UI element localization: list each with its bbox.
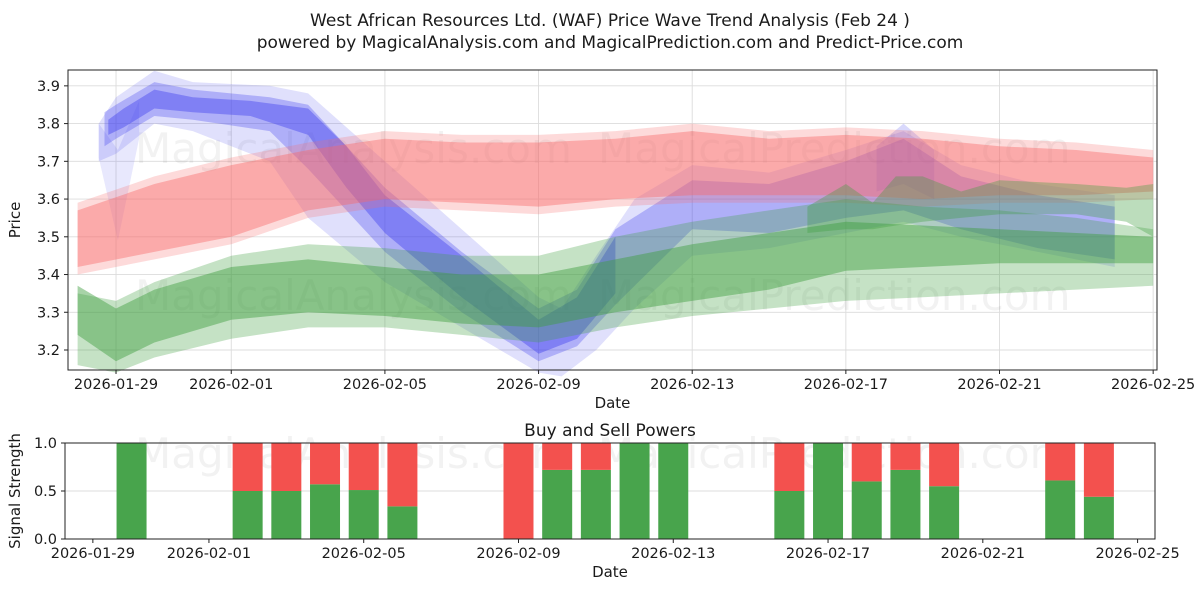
x-tick-label: 2026-02-21 bbox=[957, 377, 1041, 393]
green-band-core bbox=[77, 221, 1154, 362]
bar-sell bbox=[348, 443, 379, 491]
blue-wave-flare bbox=[98, 100, 140, 241]
x-tick-label: 2026-02-17 bbox=[786, 546, 870, 562]
x-tick-label: 2026-01-29 bbox=[51, 546, 135, 562]
watermark-analysis: MagicalAnalysis.com bbox=[135, 124, 572, 173]
blue-wave-core bbox=[108, 89, 616, 354]
y-tick-label: 3.9 bbox=[37, 79, 60, 95]
bar-buy bbox=[580, 469, 611, 539]
bar-buy bbox=[658, 443, 689, 539]
bar-buy bbox=[1045, 480, 1076, 539]
y-tick-label: 3.8 bbox=[37, 117, 60, 133]
gridlines bbox=[68, 70, 1157, 370]
signal-chart-title: Buy and Sell Powers bbox=[524, 421, 696, 441]
bar-sell bbox=[271, 443, 302, 491]
x-tick-label: 2026-02-25 bbox=[1095, 546, 1179, 562]
watermark-analysis: MagicalAnalysis.com bbox=[135, 271, 572, 320]
watermark-prediction: MagicalPrediction.com bbox=[598, 124, 1071, 173]
page-subtitle: powered by MagicalAnalysis.com and Magic… bbox=[257, 33, 964, 53]
bar-buy bbox=[387, 506, 418, 539]
y-axis-label: Price bbox=[6, 202, 24, 239]
bar-sell bbox=[1083, 443, 1114, 497]
x-tick-label: 2026-02-17 bbox=[804, 377, 888, 393]
x-tick-label: 2026-02-09 bbox=[496, 377, 580, 393]
y-tick-label: 3.5 bbox=[37, 230, 60, 246]
y-tick-label: 3.7 bbox=[37, 154, 60, 170]
bar-sell bbox=[890, 443, 921, 470]
blue-wave-outer bbox=[98, 70, 1115, 377]
x-axis-label: Date bbox=[592, 563, 628, 581]
bar-buy bbox=[348, 490, 379, 539]
x-tick-label: 2026-02-13 bbox=[650, 377, 734, 393]
green-band-outer bbox=[77, 199, 1154, 373]
bar-sell bbox=[929, 443, 960, 487]
signal-chart: MagicalAnalysis.comMagicalPrediction.com… bbox=[6, 421, 1180, 581]
y-tick-label: 0.0 bbox=[34, 532, 57, 548]
x-tick-label: 2026-02-01 bbox=[167, 546, 251, 562]
bar-buy bbox=[116, 443, 147, 539]
bar-buy bbox=[310, 484, 341, 539]
bar-sell bbox=[232, 443, 263, 491]
bar-sell bbox=[774, 443, 805, 491]
x-axis-label: Date bbox=[595, 394, 631, 412]
bar-sell bbox=[580, 443, 611, 470]
y-tick-label: 3.3 bbox=[37, 305, 60, 321]
x-tick-label: 2026-02-05 bbox=[343, 377, 427, 393]
page-title: West African Resources Ltd. (WAF) Price … bbox=[310, 11, 910, 31]
bar-buy bbox=[929, 486, 960, 539]
x-tick-label: 2026-02-13 bbox=[631, 546, 715, 562]
bar-sell bbox=[851, 443, 882, 482]
bar-buy bbox=[271, 491, 302, 539]
bar-buy bbox=[542, 469, 573, 539]
y-tick-label: 0.5 bbox=[34, 484, 57, 500]
green-band-upper bbox=[807, 176, 1154, 237]
plot-border bbox=[67, 69, 1158, 371]
y-tick-label: 1.0 bbox=[34, 436, 57, 452]
bar-buy bbox=[774, 491, 805, 539]
bar-buy bbox=[851, 481, 882, 539]
bar-sell bbox=[1045, 443, 1076, 481]
watermark-prediction: MagicalPrediction.com bbox=[598, 271, 1071, 320]
bar-sell bbox=[542, 443, 573, 470]
x-tick-label: 2026-02-09 bbox=[476, 546, 560, 562]
x-tick-label: 2026-01-29 bbox=[74, 377, 158, 393]
price-chart: MagicalAnalysis.com MagicalPrediction.com… bbox=[6, 69, 1195, 412]
bar-buy bbox=[619, 443, 650, 539]
blue-wave-mid bbox=[104, 82, 1115, 362]
y-tick-label: 3.6 bbox=[37, 192, 60, 208]
blue-wave-bump bbox=[876, 123, 935, 200]
y-tick-label: 3.2 bbox=[37, 343, 60, 359]
x-tick-label: 2026-02-01 bbox=[189, 377, 273, 393]
bar-buy bbox=[890, 469, 921, 539]
bar-buy bbox=[813, 443, 844, 539]
bar-buy bbox=[232, 491, 263, 539]
x-tick-label: 2026-02-21 bbox=[941, 546, 1025, 562]
bar-sell bbox=[387, 443, 418, 507]
x-tick-label: 2026-02-05 bbox=[322, 546, 406, 562]
bar-sell bbox=[310, 443, 341, 485]
y-tick-label: 3.4 bbox=[37, 268, 60, 284]
red-band-outer bbox=[77, 123, 1154, 275]
bar-buy bbox=[1083, 496, 1114, 539]
bar-sell bbox=[503, 443, 534, 539]
red-band-main bbox=[77, 131, 1154, 267]
y-axis-label: Signal Strength bbox=[6, 433, 24, 549]
x-tick-label: 2026-02-25 bbox=[1111, 377, 1195, 393]
